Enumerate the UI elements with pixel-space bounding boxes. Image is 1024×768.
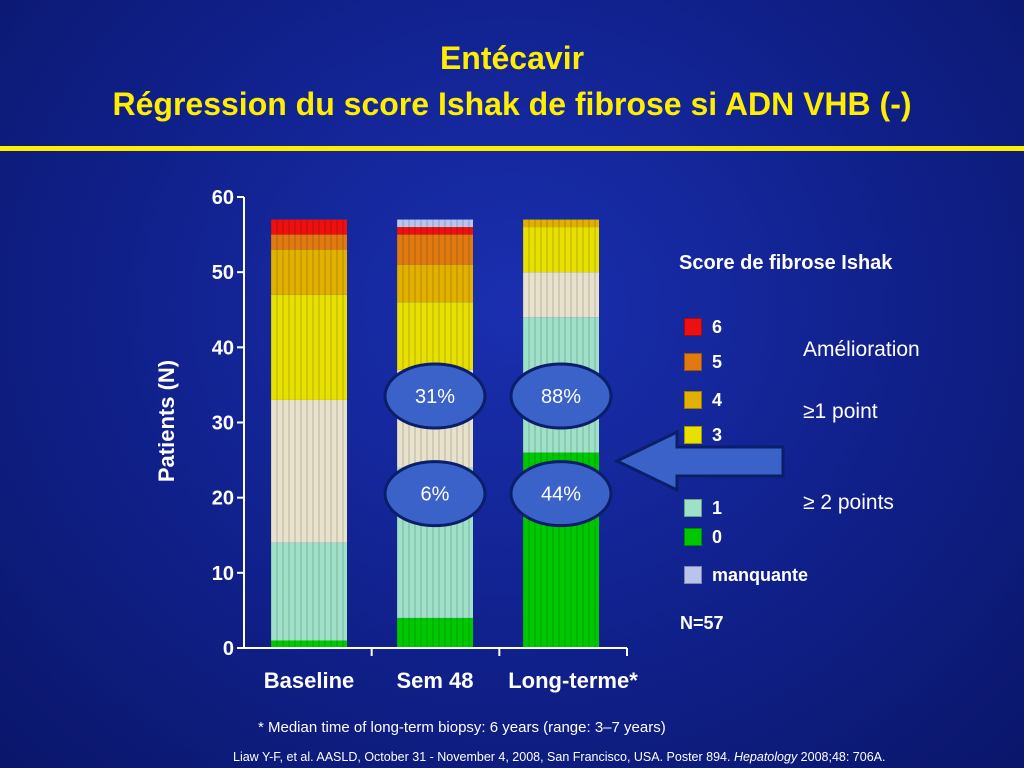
footnote: * Median time of long-term biopsy: 6 yea… (258, 719, 666, 736)
y-tick-label: 10 (212, 563, 234, 585)
legend-label: manquante (712, 564, 809, 585)
percent-bubble-label: 6% (421, 484, 450, 506)
bar-texture (271, 249, 347, 295)
slide-subtitle: Régression du score Ishak de fibrose si … (112, 86, 912, 122)
bar-texture (271, 219, 347, 235)
percent-bubble (383, 362, 487, 430)
bar-texture (397, 219, 473, 228)
bar-texture (271, 234, 347, 250)
percent-bubble-label: 88% (541, 386, 581, 408)
bar-texture (271, 640, 347, 648)
legend-item-1: 1 (684, 498, 722, 518)
citation: Liaw Y-F, et al. AASLD, October 31 - Nov… (233, 750, 885, 764)
title-divider (0, 146, 1024, 151)
bar-texture (397, 227, 473, 235)
bar-texture (523, 227, 599, 273)
legend-label: 1 (712, 497, 723, 518)
citation-tail: 2008;48: 706A. (797, 750, 886, 764)
x-tick-label: Long-terme* (508, 668, 638, 693)
percent-bubble-label: 44% (541, 484, 581, 506)
legend-item-3: 3 (684, 425, 722, 445)
y-tick-label: 40 (212, 337, 234, 359)
percent-bubble (509, 460, 613, 528)
bar-texture (271, 542, 347, 641)
percent-bubble (509, 362, 613, 430)
legend-item-0: 0 (684, 527, 722, 547)
y-tick-label: 30 (212, 413, 234, 435)
bar-texture (523, 272, 599, 318)
legend-label: 3 (712, 424, 723, 445)
bar-texture (397, 264, 473, 303)
legend-label: 4 (712, 389, 723, 410)
legend-swatch (684, 318, 702, 336)
y-tick-label: 0 (223, 638, 234, 660)
citation-text: Liaw Y-F, et al. AASLD, October 31 - Nov… (233, 750, 734, 764)
legend-title: Score de fibrose Ishak (679, 252, 893, 274)
legend-swatch (684, 353, 702, 371)
legend-swatch (684, 528, 702, 546)
one-point-label: ≥1 point (803, 400, 878, 423)
y-tick-label: 50 (212, 262, 234, 284)
legend-swatch (684, 391, 702, 409)
bar-texture (397, 302, 473, 370)
bar-texture (397, 617, 473, 648)
legend-swatch (684, 426, 702, 444)
legend-item-5: 5 (684, 352, 722, 372)
improvement-label: Amélioration (803, 338, 920, 361)
legend-item-4: 4 (684, 390, 722, 410)
legend-swatch (684, 499, 702, 517)
legend-label: 5 (712, 351, 723, 372)
bar-texture (271, 294, 347, 400)
sample-size-label: N=57 (680, 613, 724, 633)
legend-swatch (684, 566, 702, 584)
bar-texture (271, 399, 347, 543)
x-tick-label: Baseline (264, 668, 355, 693)
two-points-label: ≥ 2 points (803, 491, 894, 514)
slide-title: Entécavir (439, 40, 585, 76)
legend-label: 0 (712, 526, 723, 547)
x-tick-label: Sem 48 (396, 668, 473, 693)
legend-label: 6 (712, 316, 723, 337)
citation-journal: Hepatology (733, 750, 798, 764)
y-axis-label: Patients (N) (154, 360, 179, 482)
left-arrow-icon (613, 429, 785, 493)
percent-bubble (383, 460, 487, 528)
y-tick-label: 20 (212, 488, 234, 510)
y-tick-label: 60 (212, 187, 234, 209)
legend-item-manquante: manquante (684, 565, 808, 585)
legend-item-6: 6 (684, 317, 722, 337)
bar-texture (397, 234, 473, 265)
percent-bubble-label: 31% (415, 386, 455, 408)
bar-texture (523, 219, 599, 228)
